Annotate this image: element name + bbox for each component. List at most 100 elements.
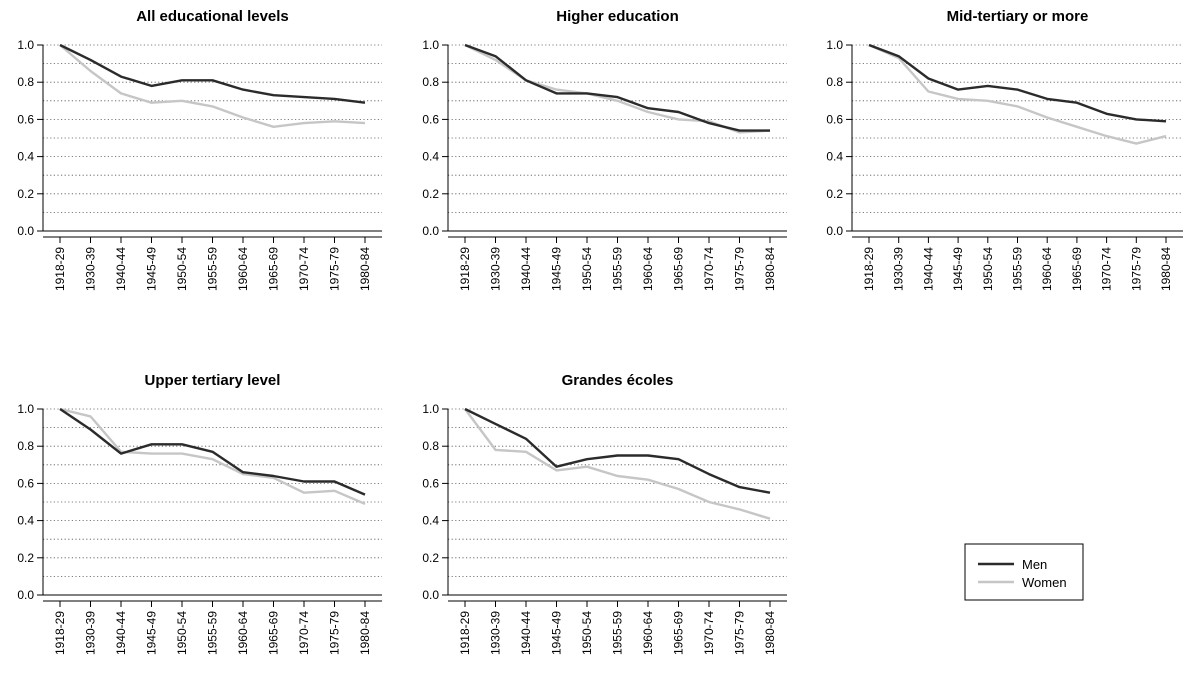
y-tick-label: 0.4: [422, 150, 439, 164]
series-line-men: [464, 43, 770, 132]
y-tick-label: 0.6: [422, 112, 439, 126]
x-tick-label: 1980-84: [763, 247, 777, 291]
x-tick-label: 1975-79: [733, 611, 747, 655]
x-tick-label: 1945-49: [550, 611, 564, 655]
panel-title: Mid-tertiary or more: [947, 8, 1089, 25]
x-tick-label: 1955-59: [611, 611, 625, 655]
x-tick-label: 1955-59: [206, 247, 220, 291]
y-tick-label: 0.2: [826, 187, 843, 201]
x-tick-label: 1918-29: [862, 247, 876, 291]
x-tick-label: 1955-59: [1011, 247, 1025, 291]
x-tick-label: 1965-69: [1070, 247, 1084, 291]
series-line-men: [59, 408, 366, 496]
y-tick-label: 1.0: [17, 38, 34, 52]
x-tick-label: 1950-54: [981, 247, 995, 291]
x-tick-label: 1950-54: [580, 247, 594, 291]
x-tick-label: 1940-44: [519, 611, 533, 655]
x-tick-label: 1980-84: [358, 247, 372, 291]
x-tick-label: 1975-79: [328, 611, 342, 655]
legend-label-men: Men: [1022, 557, 1047, 572]
x-tick-label: 1945-49: [951, 247, 965, 291]
x-tick-label: 1975-79: [1129, 247, 1143, 291]
x-tick-label: 1945-49: [550, 247, 564, 291]
panel-4: Upper tertiary level 0.0 0.2 0.4 0.6 0.8 1.0 19…: [17, 372, 382, 655]
y-tick-label: 0.0: [422, 588, 439, 602]
x-tick-label: 1955-59: [611, 247, 625, 291]
y-tick-label: 0.2: [17, 187, 34, 201]
y-tick-label: 0.0: [826, 224, 843, 238]
x-tick-label: 1960-64: [236, 247, 250, 291]
x-tick-label: 1950-54: [175, 611, 189, 655]
x-tick-label: 1960-64: [641, 611, 655, 655]
x-tick-label: 1945-49: [145, 611, 159, 655]
x-tick-label: 1930-39: [489, 247, 503, 291]
panel-3: Mid-tertiary or more 0.0 0.2 0.4 0.6 0.8 1.0 19…: [826, 8, 1183, 291]
x-tick-label: 1960-64: [236, 611, 250, 655]
panel-title: Grandes écoles: [562, 372, 674, 389]
x-tick-label: 1965-69: [672, 611, 686, 655]
x-tick-label: 1960-64: [641, 247, 655, 291]
y-tick-label: 1.0: [17, 402, 34, 416]
x-tick-label: 1955-59: [206, 611, 220, 655]
x-tick-label: 1930-39: [489, 611, 503, 655]
y-tick-label: 1.0: [422, 38, 439, 52]
y-tick-label: 0.8: [826, 75, 843, 89]
x-tick-label: 1980-84: [358, 611, 372, 655]
panels: All educational levels 0.0 0.2 0.4 0.6 0.8 1.0…: [17, 8, 1183, 655]
series-line-women: [464, 408, 771, 520]
series-line-women: [868, 43, 1167, 145]
x-tick-label: 1940-44: [921, 247, 935, 291]
y-tick-label: 0.6: [17, 112, 34, 126]
y-tick-label: 0.8: [422, 75, 439, 89]
x-tick-label: 1970-74: [297, 611, 311, 655]
y-tick-label: 0.4: [17, 514, 34, 528]
x-tick-label: 1970-74: [1100, 247, 1114, 291]
y-tick-label: 0.0: [17, 588, 34, 602]
y-tick-label: 0.2: [422, 187, 439, 201]
panel-1: All educational levels 0.0 0.2 0.4 0.6 0.8 1.0…: [17, 8, 382, 291]
x-tick-label: 1918-29: [53, 611, 67, 655]
x-tick-label: 1980-84: [763, 611, 777, 655]
y-tick-label: 0.8: [422, 439, 439, 453]
x-tick-label: 1940-44: [114, 611, 128, 655]
y-tick-label: 0.4: [826, 150, 843, 164]
x-tick-label: 1930-39: [84, 247, 98, 291]
panel-2: Higher education 0.0 0.2 0.4 0.6 0.8 1.0 1918-2…: [422, 8, 787, 291]
x-tick-label: 1960-64: [1040, 247, 1054, 291]
panel-title: Higher education: [556, 8, 679, 25]
x-tick-label: 1965-69: [672, 247, 686, 291]
y-tick-label: 0.6: [826, 112, 843, 126]
x-tick-label: 1970-74: [702, 247, 716, 291]
legend: Men Women: [964, 543, 1084, 601]
series-line-women: [59, 407, 366, 506]
panel-title: All educational levels: [136, 8, 289, 25]
y-tick-label: 0.2: [17, 551, 34, 565]
y-tick-label: 0.2: [422, 551, 439, 565]
x-tick-label: 1940-44: [519, 247, 533, 291]
x-tick-label: 1980-84: [1159, 247, 1173, 291]
y-tick-label: 1.0: [422, 402, 439, 416]
series-line-men: [868, 43, 1167, 123]
series-line-men: [59, 43, 366, 104]
y-tick-label: 0.8: [17, 439, 34, 453]
legend-box: [964, 543, 1084, 601]
y-tick-label: 1.0: [826, 38, 843, 52]
x-tick-label: 1945-49: [145, 247, 159, 291]
series-line-women: [59, 44, 366, 129]
panel-5: Grandes écoles 0.0 0.2 0.4 0.6 0.8 1.0 1918-29 1…: [422, 372, 787, 655]
y-tick-label: 0.0: [422, 224, 439, 238]
x-tick-label: 1918-29: [458, 611, 472, 655]
x-tick-label: 1965-69: [267, 611, 281, 655]
panel-title: Upper tertiary level: [145, 372, 281, 389]
x-tick-label: 1930-39: [84, 611, 98, 655]
x-tick-label: 1970-74: [702, 611, 716, 655]
x-tick-label: 1930-39: [892, 247, 906, 291]
x-tick-label: 1965-69: [267, 247, 281, 291]
y-tick-label: 0.8: [17, 75, 34, 89]
x-tick-label: 1975-79: [733, 247, 747, 291]
x-tick-label: 1970-74: [297, 247, 311, 291]
x-tick-label: 1918-29: [458, 247, 472, 291]
y-tick-label: 0.4: [17, 150, 34, 164]
legend-label-women: Women: [1022, 575, 1067, 590]
